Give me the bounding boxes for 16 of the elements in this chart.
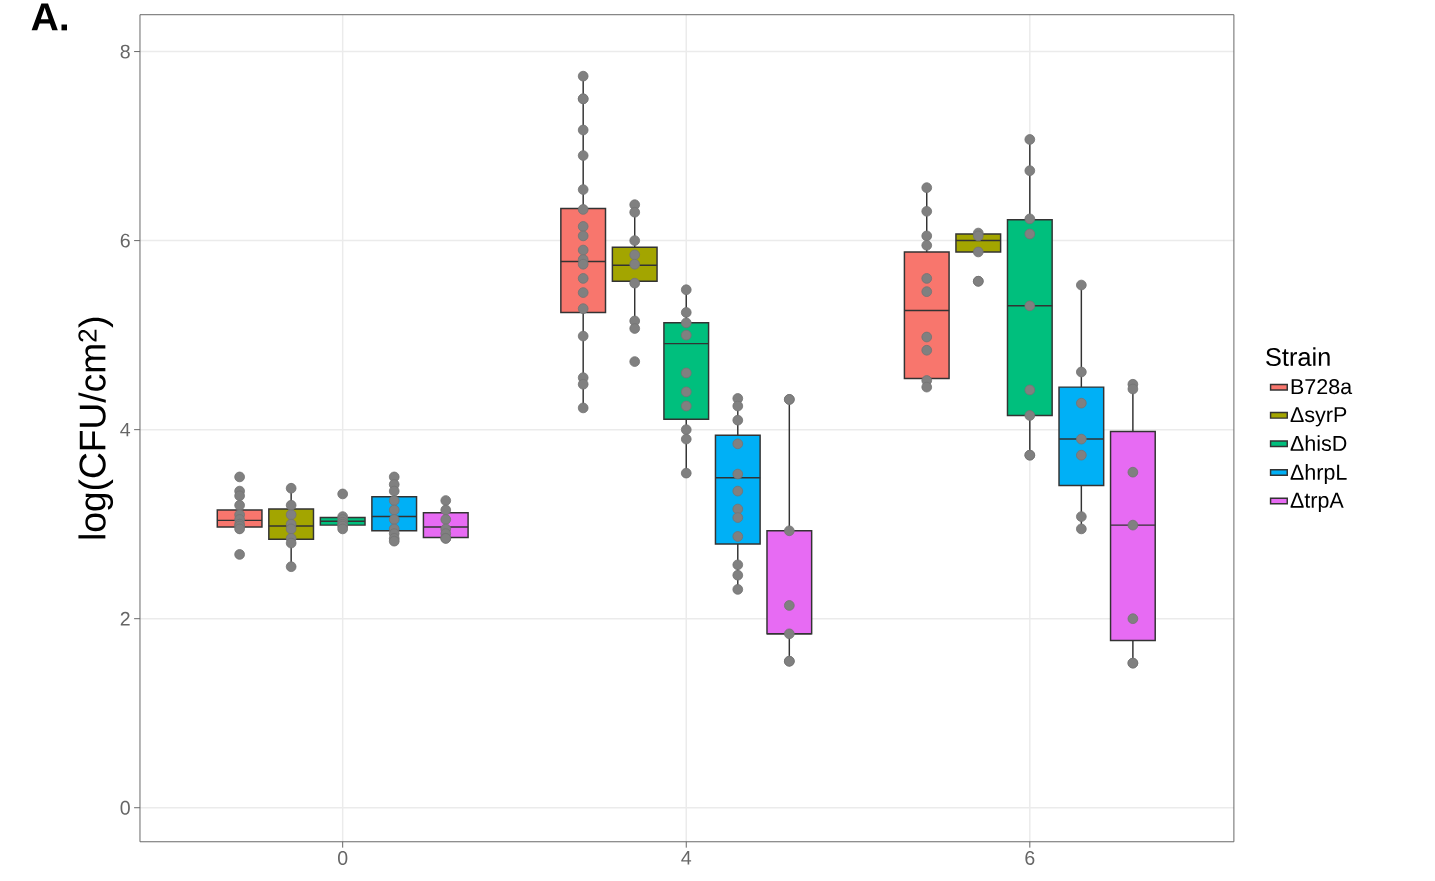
legend-label: ΔsyrP xyxy=(1290,407,1347,427)
y-tick-label: 6 xyxy=(120,233,130,248)
y-tick-label: 0 xyxy=(120,800,130,815)
x-tick-label: 0 xyxy=(338,851,348,865)
legend-label: ΔhisD xyxy=(1290,435,1347,452)
text: A. xyxy=(31,3,68,31)
y-tick-label: 8 xyxy=(120,44,130,59)
legend-label: B728a xyxy=(1291,378,1353,395)
legend-label: ΔtrpA xyxy=(1290,492,1344,513)
y-axis-title: log(CFU/cm$^{2}$) xyxy=(78,317,114,539)
y-tick-label: 4 xyxy=(120,422,131,437)
x-tick-label: 6 xyxy=(1025,851,1035,865)
x-tick-label: 4 xyxy=(681,851,692,865)
y-tick-label: 2 xyxy=(120,611,130,626)
legend-title: Strain xyxy=(1266,347,1330,367)
legend-label: ΔhrpL xyxy=(1290,464,1347,485)
